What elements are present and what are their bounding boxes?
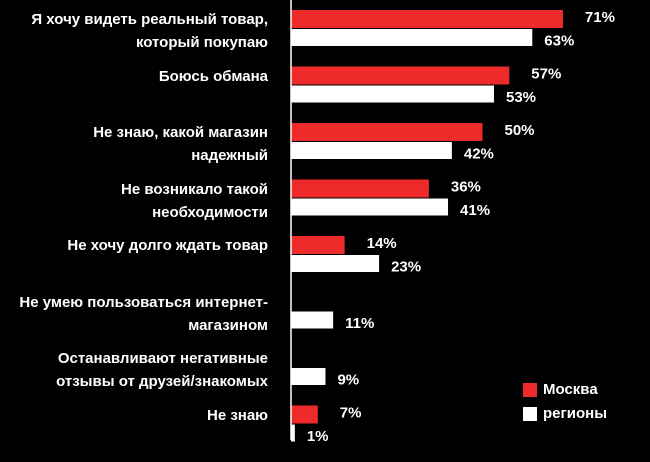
- value-label: 42%: [464, 145, 494, 162]
- bar: [291, 123, 483, 141]
- value-label: 14%: [367, 235, 397, 252]
- value-label: 36%: [451, 178, 481, 195]
- value-label: 11%: [345, 315, 374, 332]
- bar: [291, 236, 345, 254]
- value-label: 41%: [460, 202, 490, 219]
- value-label: 9%: [337, 371, 359, 388]
- bar: [291, 142, 452, 159]
- value-label: 50%: [505, 122, 535, 139]
- category-label: Не знаю: [206, 406, 268, 424]
- bar: [291, 29, 533, 46]
- legend-swatch: [523, 407, 537, 421]
- bar: [291, 405, 318, 424]
- bar: [291, 10, 563, 28]
- category-label: Не умею пользоваться интернет-магазином: [19, 293, 268, 334]
- value-label: 63%: [544, 32, 574, 49]
- bar: [291, 179, 429, 198]
- value-label: 1%: [307, 428, 329, 445]
- bar: [291, 424, 295, 442]
- legend-label: Москва: [543, 381, 598, 398]
- category-label: Не хочу долго ждать товар: [67, 237, 268, 254]
- value-label: 53%: [506, 89, 536, 106]
- bar: [291, 66, 510, 85]
- value-label: 57%: [531, 65, 561, 82]
- legend-swatch: [523, 383, 537, 397]
- bar: [291, 85, 494, 103]
- value-label: 7%: [340, 404, 362, 421]
- category-label: Я хочу видеть реальный товар, который по…: [31, 11, 268, 51]
- value-label: 71%: [585, 9, 615, 26]
- category-label: Боюсь обмана: [158, 67, 268, 85]
- category-label: Останавливают негативные отзывы от друзе…: [56, 350, 268, 390]
- legend-label: регионы: [543, 405, 607, 422]
- bar: [291, 198, 449, 216]
- bar: [291, 368, 326, 385]
- bar: [291, 255, 380, 272]
- bar: [291, 311, 334, 329]
- value-label: 23%: [391, 258, 421, 275]
- category-label: Не возникало такой необходимости: [121, 180, 268, 221]
- category-label: Не знаю, какой магазин надежный: [93, 124, 268, 164]
